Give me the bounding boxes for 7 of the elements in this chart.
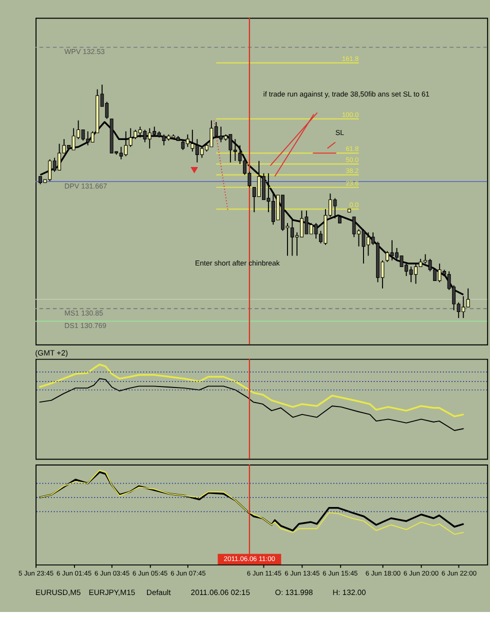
text: EURUSD,M5 [36, 588, 81, 598]
text: O: 131.998 [274, 588, 313, 598]
text: EURJPY,M15 [88, 588, 136, 598]
text: H: 132.00 [332, 588, 366, 598]
chart-title: (GMT +2) [35, 348, 68, 358]
text: Default [146, 588, 172, 598]
text: 2011.06.06 02:15 [190, 588, 250, 598]
